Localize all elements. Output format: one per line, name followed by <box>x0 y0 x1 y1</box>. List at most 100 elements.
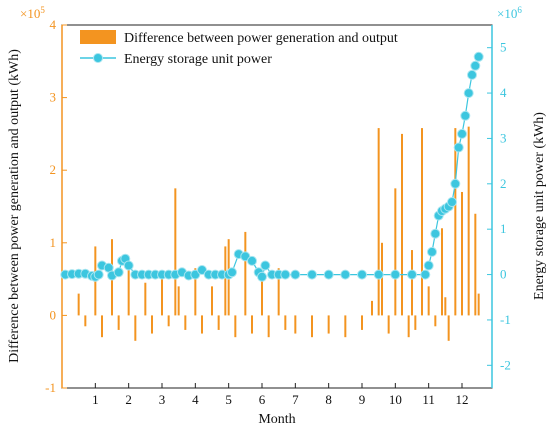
storage-power-point <box>390 269 401 280</box>
difference-bar <box>394 188 397 316</box>
difference-bar <box>77 293 80 316</box>
storage-power-point <box>463 88 474 99</box>
x-tick-label: 5 <box>225 392 232 407</box>
difference-bar <box>284 315 287 330</box>
x-tick-label: 1 <box>92 392 99 407</box>
difference-bar <box>184 315 187 330</box>
storage-power-point <box>423 260 434 271</box>
difference-bar <box>444 297 447 316</box>
difference-bar <box>371 300 373 316</box>
x-tick-label: 11 <box>422 392 435 407</box>
difference-bar <box>144 282 147 316</box>
difference-bar <box>151 315 153 334</box>
left-tick-label: 3 <box>50 90 57 105</box>
difference-bar <box>234 315 237 338</box>
left-tick-label: 4 <box>50 17 57 32</box>
difference-bar <box>101 315 103 338</box>
difference-bar <box>177 286 180 316</box>
storage-power-point <box>247 255 257 266</box>
legend: Difference between power generation and … <box>80 30 398 67</box>
difference-bar <box>134 315 137 341</box>
difference-bar <box>414 315 417 330</box>
right-axis-ticks: -2 -1 0 1 2 3 4 5 <box>487 40 511 372</box>
difference-bar <box>294 315 297 334</box>
x-tick-label: 6 <box>259 392 266 407</box>
storage-power-point <box>407 269 417 280</box>
storage-power-point <box>290 269 301 280</box>
right-tick-label: 2 <box>500 176 507 191</box>
y-axis-right-label: Energy storage unit power (kWh) <box>532 112 547 300</box>
difference-bar <box>217 315 220 330</box>
storage-power-line <box>65 56 480 279</box>
storage-power-point <box>340 269 351 280</box>
difference-bar <box>194 268 197 316</box>
x-tick-label: 2 <box>125 392 132 407</box>
storage-power-point <box>373 269 384 280</box>
difference-bar <box>411 250 413 316</box>
difference-bar <box>441 228 443 316</box>
difference-bar <box>211 286 213 316</box>
storage-power-point <box>453 142 464 153</box>
difference-bar <box>381 242 383 316</box>
left-axis-multiplier: ×105 <box>20 5 45 21</box>
x-tick-label: 4 <box>192 392 199 407</box>
x-tick-label: 12 <box>456 392 469 407</box>
storage-power-point <box>280 269 291 280</box>
left-axis-ticks: -1 0 1 2 3 4 <box>45 17 67 395</box>
difference-bar <box>344 315 347 338</box>
difference-bar <box>127 257 130 316</box>
storage-power-point <box>470 60 481 71</box>
x-tick-label: 9 <box>359 392 366 407</box>
storage-power-point <box>113 267 124 278</box>
storage-power-point <box>257 271 267 282</box>
difference-bar <box>224 246 227 316</box>
right-axis-multiplier: ×106 <box>497 5 522 21</box>
storage-power-point <box>450 178 461 189</box>
right-tick-label: 3 <box>500 130 507 145</box>
difference-bar <box>427 286 430 316</box>
difference-bar <box>361 315 363 330</box>
legend-line-marker <box>93 53 103 63</box>
right-tick-label: -2 <box>500 357 511 372</box>
difference-bar <box>467 126 470 316</box>
x-tick-label: 10 <box>389 392 402 407</box>
right-tick-label: -1 <box>500 312 511 327</box>
x-tick-label: 3 <box>159 392 166 407</box>
left-tick-label: 0 <box>50 307 57 322</box>
difference-bar <box>447 315 450 341</box>
difference-bar <box>461 191 463 316</box>
storage-power-point <box>323 269 334 280</box>
storage-power-point <box>467 69 477 80</box>
storage-power-point <box>197 265 207 275</box>
storage-power-point <box>430 228 441 239</box>
x-axis-ticks: 1 2 3 4 5 6 7 8 9 10 11 12 <box>92 383 469 407</box>
storage-power-point <box>93 269 104 280</box>
storage-power-point <box>447 197 457 207</box>
difference-bar <box>251 315 253 334</box>
storage-power-point <box>123 260 134 271</box>
line-layer <box>60 51 484 282</box>
x-tick-label: 7 <box>292 392 299 407</box>
storage-power-point <box>190 269 201 280</box>
left-tick-label: 2 <box>50 162 57 177</box>
difference-bar <box>377 128 380 316</box>
left-tick-label: 1 <box>50 235 57 250</box>
y-axis-left-label: Difference between power generation and … <box>7 49 22 363</box>
right-tick-label: 5 <box>500 40 507 55</box>
legend-bar-swatch <box>80 30 116 44</box>
difference-bar <box>167 315 170 327</box>
difference-bar <box>267 315 270 338</box>
legend-bar-label: Difference between power generation and … <box>124 31 398 46</box>
difference-bar <box>277 268 280 316</box>
difference-bar <box>434 315 437 327</box>
difference-bar <box>454 128 457 316</box>
legend-line-label: Energy storage unit power <box>124 52 272 67</box>
difference-bar <box>421 128 423 316</box>
x-tick-label: 8 <box>325 392 332 407</box>
difference-bar <box>401 133 403 316</box>
difference-bar <box>174 188 177 316</box>
x-axis-label: Month <box>258 412 295 427</box>
bars-layer <box>77 126 480 341</box>
difference-bar <box>311 315 313 338</box>
difference-bar <box>201 315 203 334</box>
